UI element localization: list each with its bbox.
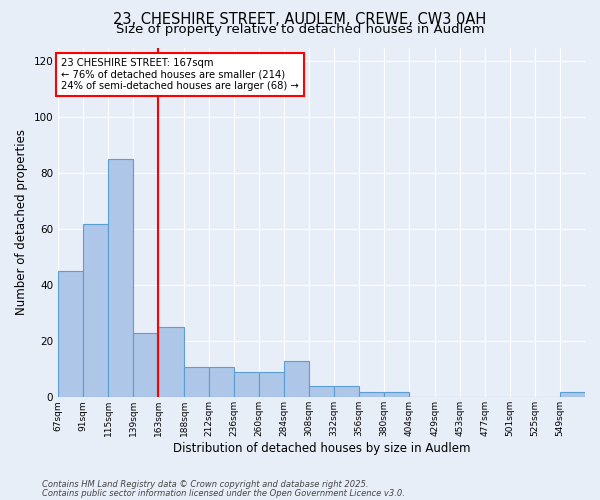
Text: Size of property relative to detached houses in Audlem: Size of property relative to detached ho… [116, 22, 484, 36]
Text: Contains public sector information licensed under the Open Government Licence v3: Contains public sector information licen… [42, 488, 405, 498]
Bar [259, 372, 284, 398]
Bar [209, 366, 234, 398]
Y-axis label: Number of detached properties: Number of detached properties [15, 130, 28, 316]
Text: 23, CHESHIRE STREET, AUDLEM, CREWE, CW3 0AH: 23, CHESHIRE STREET, AUDLEM, CREWE, CW3 … [113, 12, 487, 28]
Bar [359, 392, 384, 398]
Bar [158, 328, 184, 398]
Bar [58, 272, 83, 398]
Bar [309, 386, 334, 398]
Bar [284, 361, 309, 398]
Bar [234, 372, 259, 398]
Bar [83, 224, 108, 398]
Bar [108, 160, 133, 398]
Bar [133, 333, 158, 398]
Text: 23 CHESHIRE STREET: 167sqm
← 76% of detached houses are smaller (214)
24% of sem: 23 CHESHIRE STREET: 167sqm ← 76% of deta… [61, 58, 299, 91]
Bar [560, 392, 585, 398]
Bar [334, 386, 359, 398]
Bar [184, 366, 209, 398]
Bar [384, 392, 409, 398]
X-axis label: Distribution of detached houses by size in Audlem: Distribution of detached houses by size … [173, 442, 470, 455]
Text: Contains HM Land Registry data © Crown copyright and database right 2025.: Contains HM Land Registry data © Crown c… [42, 480, 368, 489]
